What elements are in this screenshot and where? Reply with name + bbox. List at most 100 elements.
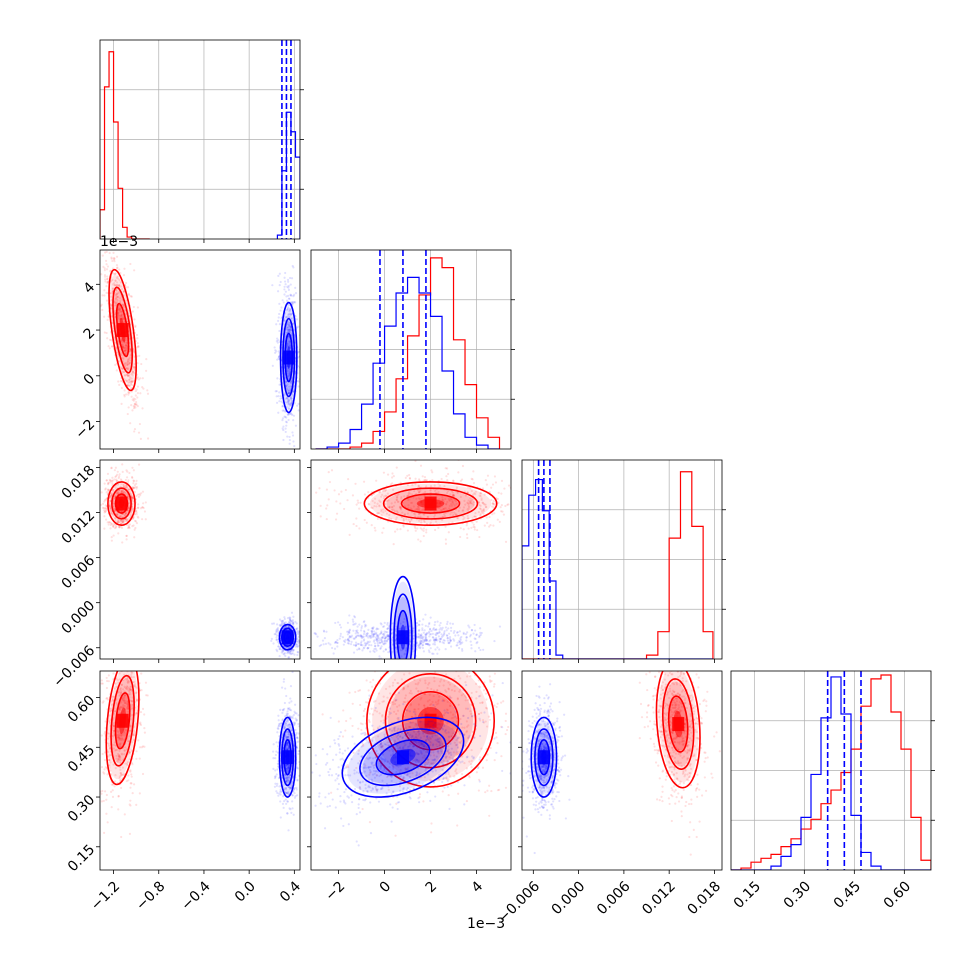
sample-point bbox=[128, 406, 130, 408]
sample-point bbox=[124, 389, 126, 391]
y-tick-label: −2 bbox=[72, 417, 98, 443]
sample-point bbox=[106, 794, 108, 796]
sample-point bbox=[136, 337, 138, 339]
sample-point bbox=[484, 525, 486, 527]
sample-point bbox=[279, 655, 281, 657]
sample-point bbox=[419, 620, 421, 622]
sample-point bbox=[124, 643, 126, 645]
sample-point bbox=[471, 478, 473, 480]
sample-point bbox=[115, 475, 117, 477]
sample-point bbox=[474, 528, 476, 530]
sample-point bbox=[298, 409, 300, 411]
sample-point bbox=[339, 635, 341, 637]
sample-point bbox=[141, 665, 143, 667]
sample-point bbox=[290, 413, 292, 415]
sample-point bbox=[334, 622, 336, 624]
sample-point bbox=[113, 534, 115, 536]
sample-point bbox=[134, 428, 136, 430]
sample-point bbox=[283, 293, 285, 295]
sample-point bbox=[95, 767, 97, 769]
sample-point bbox=[145, 358, 147, 360]
sample-point bbox=[101, 790, 103, 792]
sample-point bbox=[357, 499, 359, 501]
sample-point bbox=[111, 540, 113, 542]
sample-point bbox=[128, 645, 130, 647]
sample-point bbox=[104, 507, 106, 509]
sample-point bbox=[434, 648, 436, 650]
sample-point bbox=[277, 320, 279, 322]
sample-point bbox=[125, 538, 127, 540]
sample-point bbox=[426, 632, 428, 634]
sample-point bbox=[396, 528, 398, 530]
sample-point bbox=[381, 532, 383, 534]
sample-point bbox=[117, 795, 119, 797]
sample-point bbox=[111, 806, 113, 808]
sample-point bbox=[293, 445, 295, 447]
sample-point bbox=[382, 626, 384, 628]
sample-point bbox=[96, 815, 98, 817]
sample-point bbox=[278, 356, 280, 358]
sample-point bbox=[423, 632, 425, 634]
sample-point bbox=[108, 674, 110, 676]
sample-point bbox=[453, 632, 455, 634]
sample-point bbox=[460, 642, 462, 644]
sample-point bbox=[131, 296, 133, 298]
sample-point bbox=[135, 634, 137, 636]
sample-point bbox=[277, 641, 279, 643]
sample-point bbox=[493, 640, 495, 642]
sample-point bbox=[134, 486, 136, 488]
sample-point bbox=[358, 648, 360, 650]
sample-point bbox=[492, 503, 494, 505]
sample-point bbox=[276, 390, 278, 392]
sample-point bbox=[143, 713, 145, 715]
sample-point bbox=[350, 636, 352, 638]
sample-point bbox=[387, 638, 389, 640]
sample-point bbox=[393, 475, 395, 477]
sample-point bbox=[291, 612, 293, 614]
sample-point bbox=[276, 638, 278, 640]
sample-point bbox=[121, 661, 123, 663]
hist-series-b bbox=[731, 677, 931, 870]
sample-point bbox=[448, 633, 450, 635]
sample-point bbox=[143, 664, 145, 666]
sample-point bbox=[373, 639, 375, 641]
sample-point bbox=[405, 477, 407, 479]
sample-point bbox=[526, 639, 528, 641]
sample-point bbox=[380, 623, 382, 625]
sample-point bbox=[493, 512, 495, 514]
sample-point bbox=[420, 640, 422, 642]
sample-point bbox=[427, 643, 429, 645]
sample-point bbox=[274, 352, 276, 354]
sample-point bbox=[385, 648, 387, 650]
sample-point bbox=[107, 265, 109, 267]
sample-point bbox=[125, 661, 127, 663]
sample-point bbox=[123, 274, 125, 276]
sample-point bbox=[493, 500, 495, 502]
sample-point bbox=[460, 480, 462, 482]
sample-point bbox=[373, 633, 375, 635]
sample-point bbox=[463, 528, 465, 530]
sample-point bbox=[386, 640, 388, 642]
sample-point bbox=[129, 770, 131, 772]
sample-point bbox=[349, 629, 351, 631]
sample-point bbox=[102, 266, 104, 268]
sample-point bbox=[353, 644, 355, 646]
sample-point bbox=[106, 337, 108, 339]
x-tick-label: 0.15 bbox=[731, 878, 764, 911]
sample-point bbox=[90, 764, 92, 766]
sample-point bbox=[491, 513, 493, 515]
sample-point bbox=[122, 471, 124, 473]
sample-point bbox=[106, 479, 108, 481]
sample-point bbox=[116, 267, 118, 269]
sample-point bbox=[347, 622, 349, 624]
sample-point bbox=[452, 623, 454, 625]
sample-point bbox=[126, 655, 128, 657]
sample-point bbox=[140, 617, 142, 619]
sample-point bbox=[134, 326, 136, 328]
sample-point bbox=[107, 319, 109, 321]
y-tick-label: 4 bbox=[81, 279, 99, 297]
sample-point bbox=[466, 631, 468, 633]
sample-point bbox=[132, 310, 134, 312]
